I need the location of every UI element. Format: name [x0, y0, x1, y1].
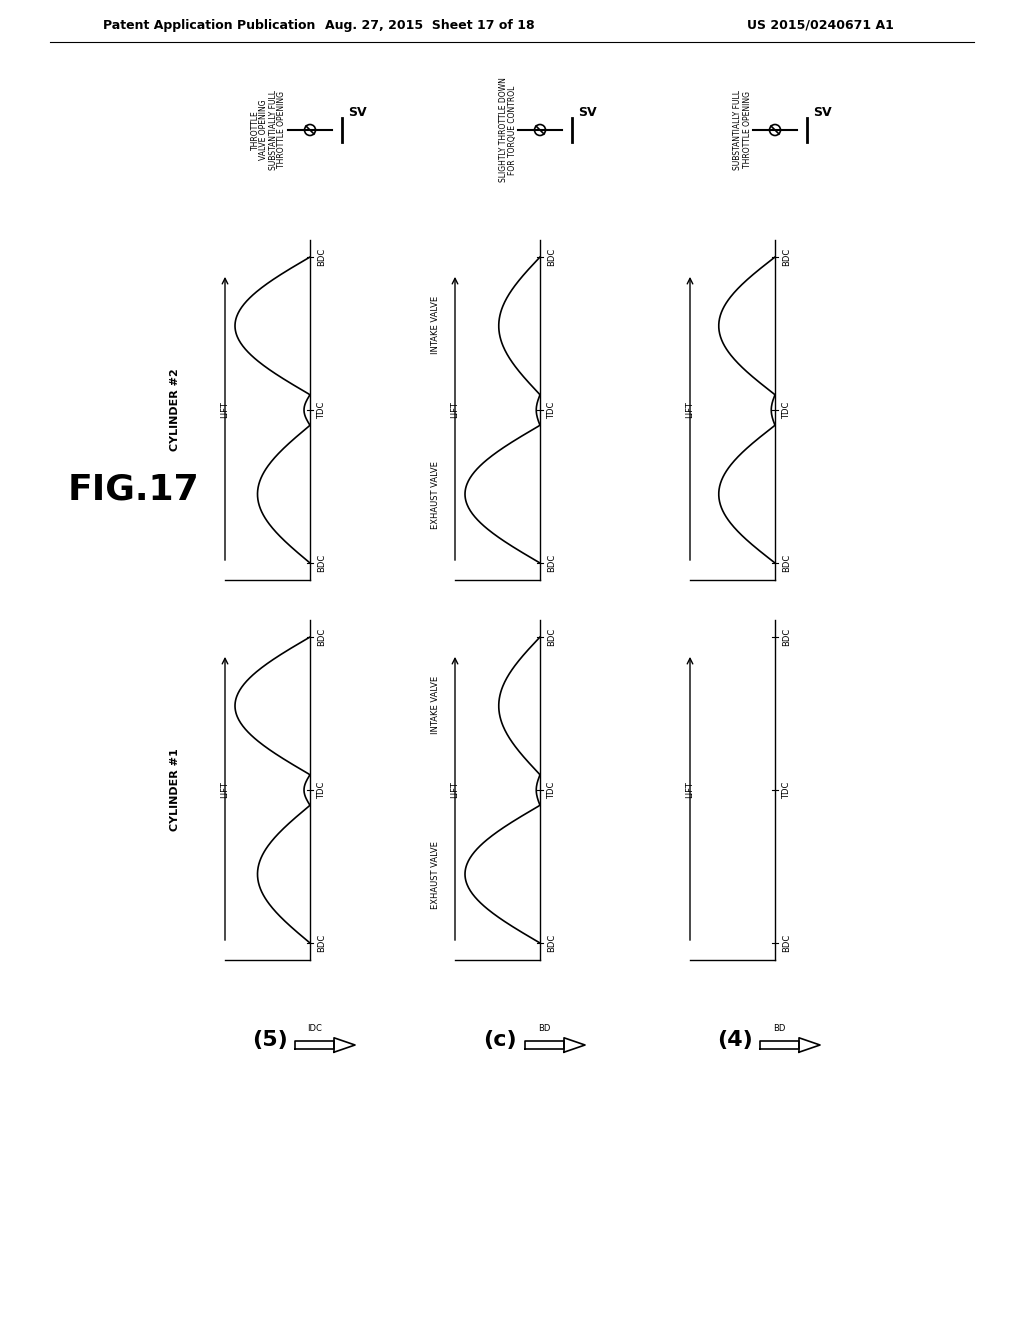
Text: (4): (4)	[717, 1030, 753, 1049]
Text: BDC: BDC	[547, 628, 556, 645]
Text: BDC: BDC	[547, 554, 556, 572]
Text: BDC: BDC	[547, 248, 556, 267]
Text: FIG.17: FIG.17	[68, 473, 200, 507]
Text: BDC: BDC	[317, 933, 326, 952]
Text: SUBSTANTIALLY FULL: SUBSTANTIALLY FULL	[268, 90, 278, 170]
Text: LIFT: LIFT	[685, 781, 694, 799]
Text: LIFT: LIFT	[220, 781, 229, 799]
Text: TDC: TDC	[547, 401, 556, 418]
Text: BDC: BDC	[317, 554, 326, 572]
Text: CYLINDER #2: CYLINDER #2	[170, 368, 180, 451]
Text: LIFT: LIFT	[451, 781, 460, 799]
Text: TDC: TDC	[317, 401, 326, 418]
Text: BDC: BDC	[547, 933, 556, 952]
Text: EXHAUST VALVE: EXHAUST VALVE	[430, 461, 439, 529]
Text: SUBSTANTIALLY FULL: SUBSTANTIALLY FULL	[733, 90, 742, 170]
Text: BDC: BDC	[317, 248, 326, 267]
Text: SV: SV	[578, 106, 597, 119]
Text: INTAKE VALVE: INTAKE VALVE	[430, 296, 439, 354]
Text: BDC: BDC	[782, 628, 791, 645]
Text: (5): (5)	[252, 1030, 288, 1049]
Text: Aug. 27, 2015  Sheet 17 of 18: Aug. 27, 2015 Sheet 17 of 18	[326, 18, 535, 32]
Text: US 2015/0240671 A1: US 2015/0240671 A1	[746, 18, 893, 32]
Text: BD: BD	[773, 1024, 785, 1034]
Text: LIFT: LIFT	[451, 401, 460, 418]
Text: BD: BD	[539, 1024, 551, 1034]
Text: (c): (c)	[483, 1030, 517, 1049]
Text: BDC: BDC	[782, 554, 791, 572]
Text: CYLINDER #1: CYLINDER #1	[170, 748, 180, 832]
Text: FOR TORQUE CONTROL: FOR TORQUE CONTROL	[508, 86, 516, 174]
Text: INTAKE VALVE: INTAKE VALVE	[430, 676, 439, 734]
Text: THROTTLE OPENING: THROTTLE OPENING	[742, 91, 752, 169]
Text: BDC: BDC	[782, 933, 791, 952]
Text: IDC: IDC	[307, 1024, 322, 1034]
Text: TDC: TDC	[317, 781, 326, 799]
Text: LIFT: LIFT	[685, 401, 694, 418]
Text: SLIGHTLY THROTTLE DOWN: SLIGHTLY THROTTLE DOWN	[499, 78, 508, 182]
Text: THROTTLE: THROTTLE	[251, 110, 259, 150]
Text: BDC: BDC	[782, 248, 791, 267]
Text: TDC: TDC	[782, 401, 791, 418]
Text: Patent Application Publication: Patent Application Publication	[103, 18, 315, 32]
Text: SV: SV	[813, 106, 831, 119]
Text: LIFT: LIFT	[220, 401, 229, 418]
Text: TDC: TDC	[782, 781, 791, 799]
Text: SV: SV	[348, 106, 367, 119]
Text: VALVE OPENING: VALVE OPENING	[259, 100, 268, 160]
Text: BDC: BDC	[317, 628, 326, 645]
Text: EXHAUST VALVE: EXHAUST VALVE	[430, 841, 439, 909]
Text: THROTTLE OPENING: THROTTLE OPENING	[278, 91, 287, 169]
Text: TDC: TDC	[547, 781, 556, 799]
